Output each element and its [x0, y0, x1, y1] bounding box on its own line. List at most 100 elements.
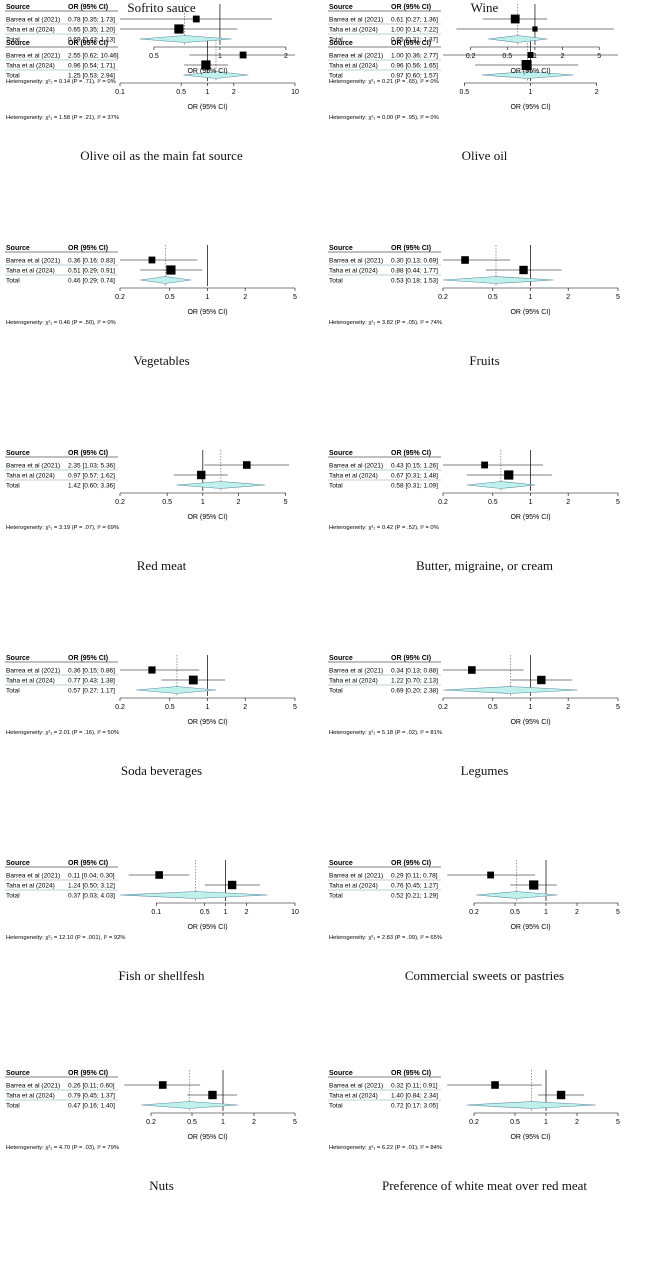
pooled-diamond [136, 686, 217, 694]
header-or: OR (95% CI) [391, 1070, 431, 1077]
header-source: Source [6, 450, 30, 457]
panel-title: Soda beverages [120, 763, 203, 778]
study-or-label: 0.96 [0.54; 1.71] [68, 63, 115, 70]
study-source-label: Barrea et al (2021) [6, 1083, 60, 1090]
panel-title: Nuts [149, 1178, 174, 1193]
x-tick-label: 5 [293, 294, 297, 301]
x-axis-label: OR (95% CI) [510, 1134, 550, 1141]
pooled-diamond [176, 481, 266, 489]
panel-title: Preference of white meat over red meat [381, 1178, 587, 1193]
study-or-label: 0.65 [0.35; 1.20] [68, 27, 115, 34]
heterogeneity-note: Heterogeneity: χ²₁ = 3.82 (P = .05), I² … [329, 320, 442, 326]
study-or-label: 0.77 [0.43; 1.38] [68, 678, 115, 685]
study-or-label: 1.40 [0.84; 2.34] [391, 1093, 438, 1100]
header-source: Source [329, 655, 353, 662]
panel-title: Wine [470, 0, 499, 15]
x-tick-label: 5 [616, 704, 620, 711]
total-label: Total [6, 688, 20, 695]
x-tick-label: 5 [616, 294, 620, 301]
study-point-square [166, 265, 176, 275]
study-source-label: Barrea et al (2021) [329, 668, 383, 675]
total-or-label: 0.58 [0.31; 1.09] [391, 483, 438, 490]
x-tick-label: 0.5 [502, 53, 512, 60]
x-tick-label: 2 [252, 1119, 256, 1126]
total-or-label: 1.25 [0.53; 2.94] [68, 73, 115, 80]
forest-plot-panel: Source OR (95% CI) Barrea et al (2021) 0.11… [0, 856, 323, 966]
total-label: Total [6, 483, 20, 490]
study-point-square [532, 26, 538, 32]
heterogeneity-note: Heterogeneity: χ²₁ = 0.21 (P = .65), I² … [329, 79, 439, 85]
x-axis-label: OR (95% CI) [510, 104, 550, 111]
total-or-label: 0.69 [0.43; 1.13] [68, 37, 115, 44]
study-or-label: 0.32 [0.11; 0.91] [391, 1083, 438, 1090]
study-point-square [487, 871, 495, 879]
x-tick-label: 0.5 [149, 53, 159, 60]
x-tick-label: 0.5 [488, 294, 498, 301]
forest-plot-svg: Source OR (95% CI)Barrea et al (2021) 0.11… [5, 860, 299, 941]
heterogeneity-note: Heterogeneity: χ²₁ = 0.46 (P = .50), I² … [6, 320, 116, 326]
x-axis-label: OR (95% CI) [187, 719, 227, 726]
study-source-label: Barrea et al (2021) [329, 258, 383, 265]
study-or-label: 0.67 [0.31; 1.48] [391, 473, 438, 480]
x-axis-label: OR (95% CI) [510, 514, 550, 521]
x-tick-label: 2 [243, 294, 247, 301]
header-or: OR (95% CI) [68, 245, 108, 252]
x-tick-label: 0.5 [165, 294, 175, 301]
x-axis-label: OR (95% CI) [510, 68, 550, 75]
study-source-label: Barrea et al (2021) [6, 668, 60, 675]
forest-plot-panel: Source OR (95% CI) Barrea et al (2021) 2.35… [0, 446, 323, 556]
pooled-diamond [488, 35, 548, 43]
x-tick-label: 1 [206, 704, 210, 711]
study-or-label: 0.96 [0.56; 1.65] [391, 63, 438, 70]
forest-plot-panel: Source OR (95% CI) Barrea et al (2021) 0.29… [323, 856, 646, 966]
forest-plot-svg: Source OR (95% CI) Barrea et al (2021) 0.36… [5, 655, 297, 736]
header-source: Source [329, 1070, 353, 1077]
x-tick-label: 5 [616, 1119, 620, 1126]
forest-plot-panel: Source OR (95% CI) Barrea et al (2021) 0.61… [323, 0, 646, 110]
total-or-label: 0.57 [0.27; 1.17] [68, 688, 115, 695]
heterogeneity-note: Heterogeneity: χ²₁ = 12.10 (P = .001), I… [6, 935, 125, 941]
heterogeneity-note: Heterogeneity: χ²₁ = 2.83 (P = .09), I² … [329, 935, 442, 941]
forest-plot-svg: Source OR (95% CI) Barrea et al (2021) 2.55… [5, 40, 299, 121]
study-or-label: 0.97 [0.57; 1.62] [68, 473, 115, 480]
study-point-square [192, 15, 200, 23]
total-or-label: 0.46 [0.29; 0.74] [68, 278, 115, 285]
x-tick-label: 0.5 [165, 704, 175, 711]
header-or: OR (95% CI) [391, 4, 431, 11]
x-axis-label: OR (95% CI) [187, 924, 227, 931]
x-tick-label: 2 [566, 499, 570, 506]
total-label: Total [6, 37, 20, 44]
x-tick-label: 2 [595, 89, 599, 96]
study-source-label: Barrea et al (2021) [6, 873, 60, 880]
panel-title: Sofrito sauce [127, 0, 196, 15]
study-point-square [527, 52, 534, 58]
study-or-label: 1.00 [0.36; 2.77] [391, 53, 438, 60]
total-label: Total [6, 73, 20, 80]
study-source-label: Taha et al (2024) [6, 678, 55, 685]
total-label: Total [329, 73, 343, 80]
study-source-label: Taha et al (2024) [6, 883, 55, 890]
heterogeneity-note: Heterogeneity: χ²₁ = 2.01 (P = .16), I² … [6, 730, 119, 736]
pooled-diamond [442, 686, 578, 694]
panel-title: Fish or shellfesh [118, 968, 205, 983]
x-axis-label: OR (95% CI) [510, 719, 550, 726]
x-tick-label: 2 [284, 53, 288, 60]
panel-title: Vegetables [133, 353, 190, 368]
study-source-label: Barrea et al (2021) [6, 463, 60, 470]
study-point-square [510, 14, 520, 24]
forest-plot-svg: Source OR (95% CI) Barrea et al (2021) 0.30… [328, 245, 620, 326]
x-tick-label: 0.5 [187, 1119, 197, 1126]
header-or: OR (95% CI) [68, 4, 108, 11]
x-tick-label: 0.2 [438, 294, 448, 301]
x-axis-label: OR (95% CI) [187, 309, 227, 316]
header-or: OR (95% CI) [391, 450, 431, 457]
x-tick-label: 5 [597, 53, 601, 60]
total-label: Total [329, 483, 343, 490]
x-tick-label: 0.2 [438, 704, 448, 711]
header-source: Source [6, 1070, 30, 1077]
study-or-label: 0.29 [0.11; 0.78] [391, 873, 438, 880]
study-point-square [461, 256, 469, 264]
header-or: OR (95% CI) [68, 450, 108, 457]
pooled-diamond [140, 276, 192, 284]
header-source: Source [6, 40, 30, 47]
